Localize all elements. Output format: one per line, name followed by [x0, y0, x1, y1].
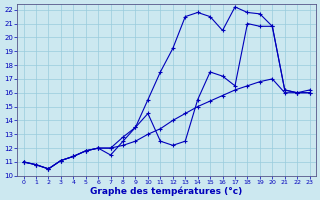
- X-axis label: Graphe des températures (°c): Graphe des températures (°c): [91, 186, 243, 196]
